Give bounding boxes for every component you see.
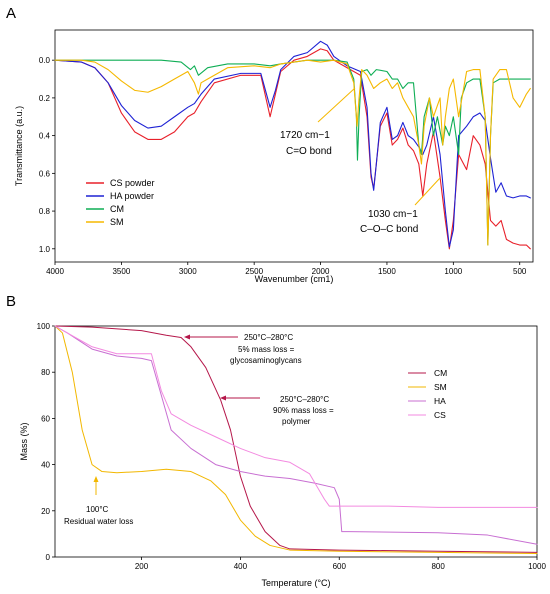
legend-label-cs-powder: CS powder bbox=[110, 178, 155, 188]
legend-label-sm-b: SM bbox=[434, 382, 447, 392]
y-tick-label-tga-40: 40 bbox=[41, 461, 50, 470]
y-tick-label-tga-20: 20 bbox=[41, 507, 50, 516]
ftir-legend: CS powder HA powder CM SM bbox=[86, 178, 155, 227]
tga-legend: CM SM HA CS bbox=[408, 368, 447, 420]
annotation-100c: 100°C bbox=[86, 505, 109, 514]
x-axis-label-ftir: Wavenumber (cm1) bbox=[255, 274, 334, 284]
y-axis-label-tga: Mass (%) bbox=[19, 422, 29, 460]
x-tick-label-ftir-1000: 1000 bbox=[444, 267, 462, 276]
series-line-ftir-cm bbox=[54, 59, 531, 246]
tga-chart: 200 400 600 800 1000 0 20 40 60 80 100 Temperature … bbox=[19, 322, 546, 588]
series-line-ftir-ha-powder bbox=[54, 40, 531, 248]
annotation-glycosaminoglycans: glycosaminoglycans bbox=[230, 356, 302, 365]
annotation-1030-bond: C–O–C bond bbox=[360, 224, 418, 235]
legend-label-sm: SM bbox=[110, 217, 124, 227]
annotation-mass-loss-90: 90% mass loss = bbox=[273, 406, 334, 415]
y-tick-label-tga-60: 60 bbox=[41, 414, 50, 423]
series-line-tga-cs bbox=[54, 325, 538, 508]
series-line-tga-sm bbox=[54, 325, 538, 555]
annotation-mass-loss-5: 5% mass loss = bbox=[238, 345, 295, 354]
legend-label-cs-b: CS bbox=[434, 410, 446, 420]
tga-annotations: 250°C–280°C 5% mass loss = glycosaminogl… bbox=[64, 333, 334, 526]
series-line-ftir-sm bbox=[54, 59, 531, 246]
annotation-polymer: polymer bbox=[282, 417, 311, 426]
panel-label-b: B bbox=[6, 293, 16, 310]
annotation-arrowhead-glycosaminoglycans bbox=[184, 334, 190, 340]
x-tick-label-ftir-500: 500 bbox=[513, 267, 527, 276]
x-tick-label-ftir-3500: 3500 bbox=[112, 267, 130, 276]
x-tick-label-tga-200: 200 bbox=[135, 562, 149, 571]
legend-label-cm: CM bbox=[110, 204, 124, 214]
x-tick-label-ftir-2500: 2500 bbox=[245, 267, 263, 276]
series-line-tga-cm bbox=[54, 325, 538, 553]
annotation-arrowhead-water bbox=[93, 476, 99, 482]
panel-label-a: A bbox=[6, 5, 16, 22]
legend-label-ha-powder: HA powder bbox=[110, 191, 154, 201]
x-tick-label-tga-600: 600 bbox=[333, 562, 347, 571]
y-tick-label-ftir-0.8: 0.8 bbox=[39, 207, 51, 216]
x-tick-label-tga-800: 800 bbox=[431, 562, 445, 571]
annotation-pointer-1030 bbox=[414, 177, 441, 206]
y-tick-label-ftir-0.4: 0.4 bbox=[39, 132, 51, 141]
annotation-residual-water-loss: Residual water loss bbox=[64, 517, 133, 526]
x-tick-label-tga-1000: 1000 bbox=[528, 562, 546, 571]
annotation-temp-range-2: 250°C–280°C bbox=[280, 395, 329, 404]
ftir-chart: 4000 3500 3000 2500 2000 1500 1000 500 0.0 0.2 0.4… bbox=[14, 29, 534, 284]
annotation-pointer-1720 bbox=[317, 87, 356, 123]
x-tick-label-ftir-4000: 4000 bbox=[46, 267, 64, 276]
y-axis-label-ftir: Transmittance (a.u.) bbox=[14, 106, 24, 186]
y-tick-label-ftir-1: 1.0 bbox=[39, 245, 51, 254]
annotation-1720-bond: C=O bond bbox=[286, 146, 332, 157]
y-tick-label-tga-100: 100 bbox=[37, 322, 51, 331]
y-tick-label-ftir-0.2: 0.2 bbox=[39, 94, 51, 103]
x-axis-label-tga: Temperature (°C) bbox=[261, 578, 330, 588]
plot-frame-tga bbox=[54, 325, 538, 558]
ftir-annotations: 1720 cm−1 C=O bond 1030 cm−1 C–O–C bond bbox=[280, 87, 441, 235]
annotation-1720-wavenumber: 1720 cm−1 bbox=[280, 130, 330, 141]
plot-frame-ftir bbox=[54, 29, 534, 263]
x-tick-label-ftir-2000: 2000 bbox=[312, 267, 330, 276]
x-tick-label-ftir-3000: 3000 bbox=[179, 267, 197, 276]
annotation-temp-range-1: 250°C–280°C bbox=[244, 333, 293, 342]
y-tick-label-ftir-0: 0.0 bbox=[39, 56, 51, 65]
y-tick-label-ftir-0.6: 0.6 bbox=[39, 169, 51, 178]
series-line-tga-ha bbox=[54, 325, 538, 545]
annotation-1030-wavenumber: 1030 cm−1 bbox=[368, 209, 418, 220]
legend-label-cm-b: CM bbox=[434, 368, 447, 378]
annotation-arrowhead-polymer bbox=[220, 395, 226, 401]
x-tick-label-tga-400: 400 bbox=[234, 562, 248, 571]
legend-label-ha-b: HA bbox=[434, 396, 446, 406]
y-tick-label-tga-80: 80 bbox=[41, 368, 50, 377]
y-tick-label-tga-0: 0 bbox=[46, 553, 51, 562]
x-tick-label-ftir-1500: 1500 bbox=[378, 267, 396, 276]
